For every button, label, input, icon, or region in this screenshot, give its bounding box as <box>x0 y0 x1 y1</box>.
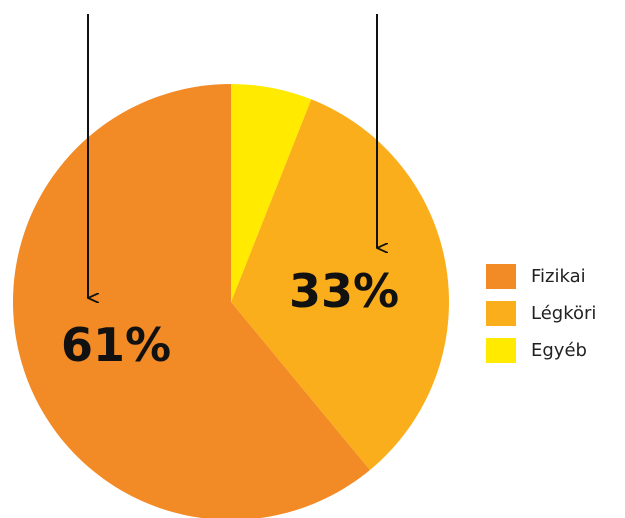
legend: Fizikai Légköri Egyéb <box>486 264 596 363</box>
legend-label-fizikai: Fizikai <box>531 266 586 287</box>
pie-slice-fizikai <box>13 84 370 518</box>
legend-item-egyeb: Egyéb <box>486 338 596 363</box>
slice-label-legkori: 33% <box>289 264 399 318</box>
legend-label-legkori: Légköri <box>531 303 597 324</box>
legend-swatch-egyeb <box>486 338 516 363</box>
legend-item-legkori: Légköri <box>486 301 596 326</box>
slice-label-fizikai: 61% <box>61 318 171 372</box>
legend-swatch-legkori <box>486 301 516 326</box>
legend-swatch-fizikai <box>486 264 516 289</box>
pie-slice-egyeb <box>231 84 312 302</box>
pie-slice-legkori <box>231 99 449 470</box>
legend-item-fizikai: Fizikai <box>486 264 596 289</box>
pie-slices <box>13 84 449 518</box>
legend-label-egyeb: Egyéb <box>531 340 587 361</box>
